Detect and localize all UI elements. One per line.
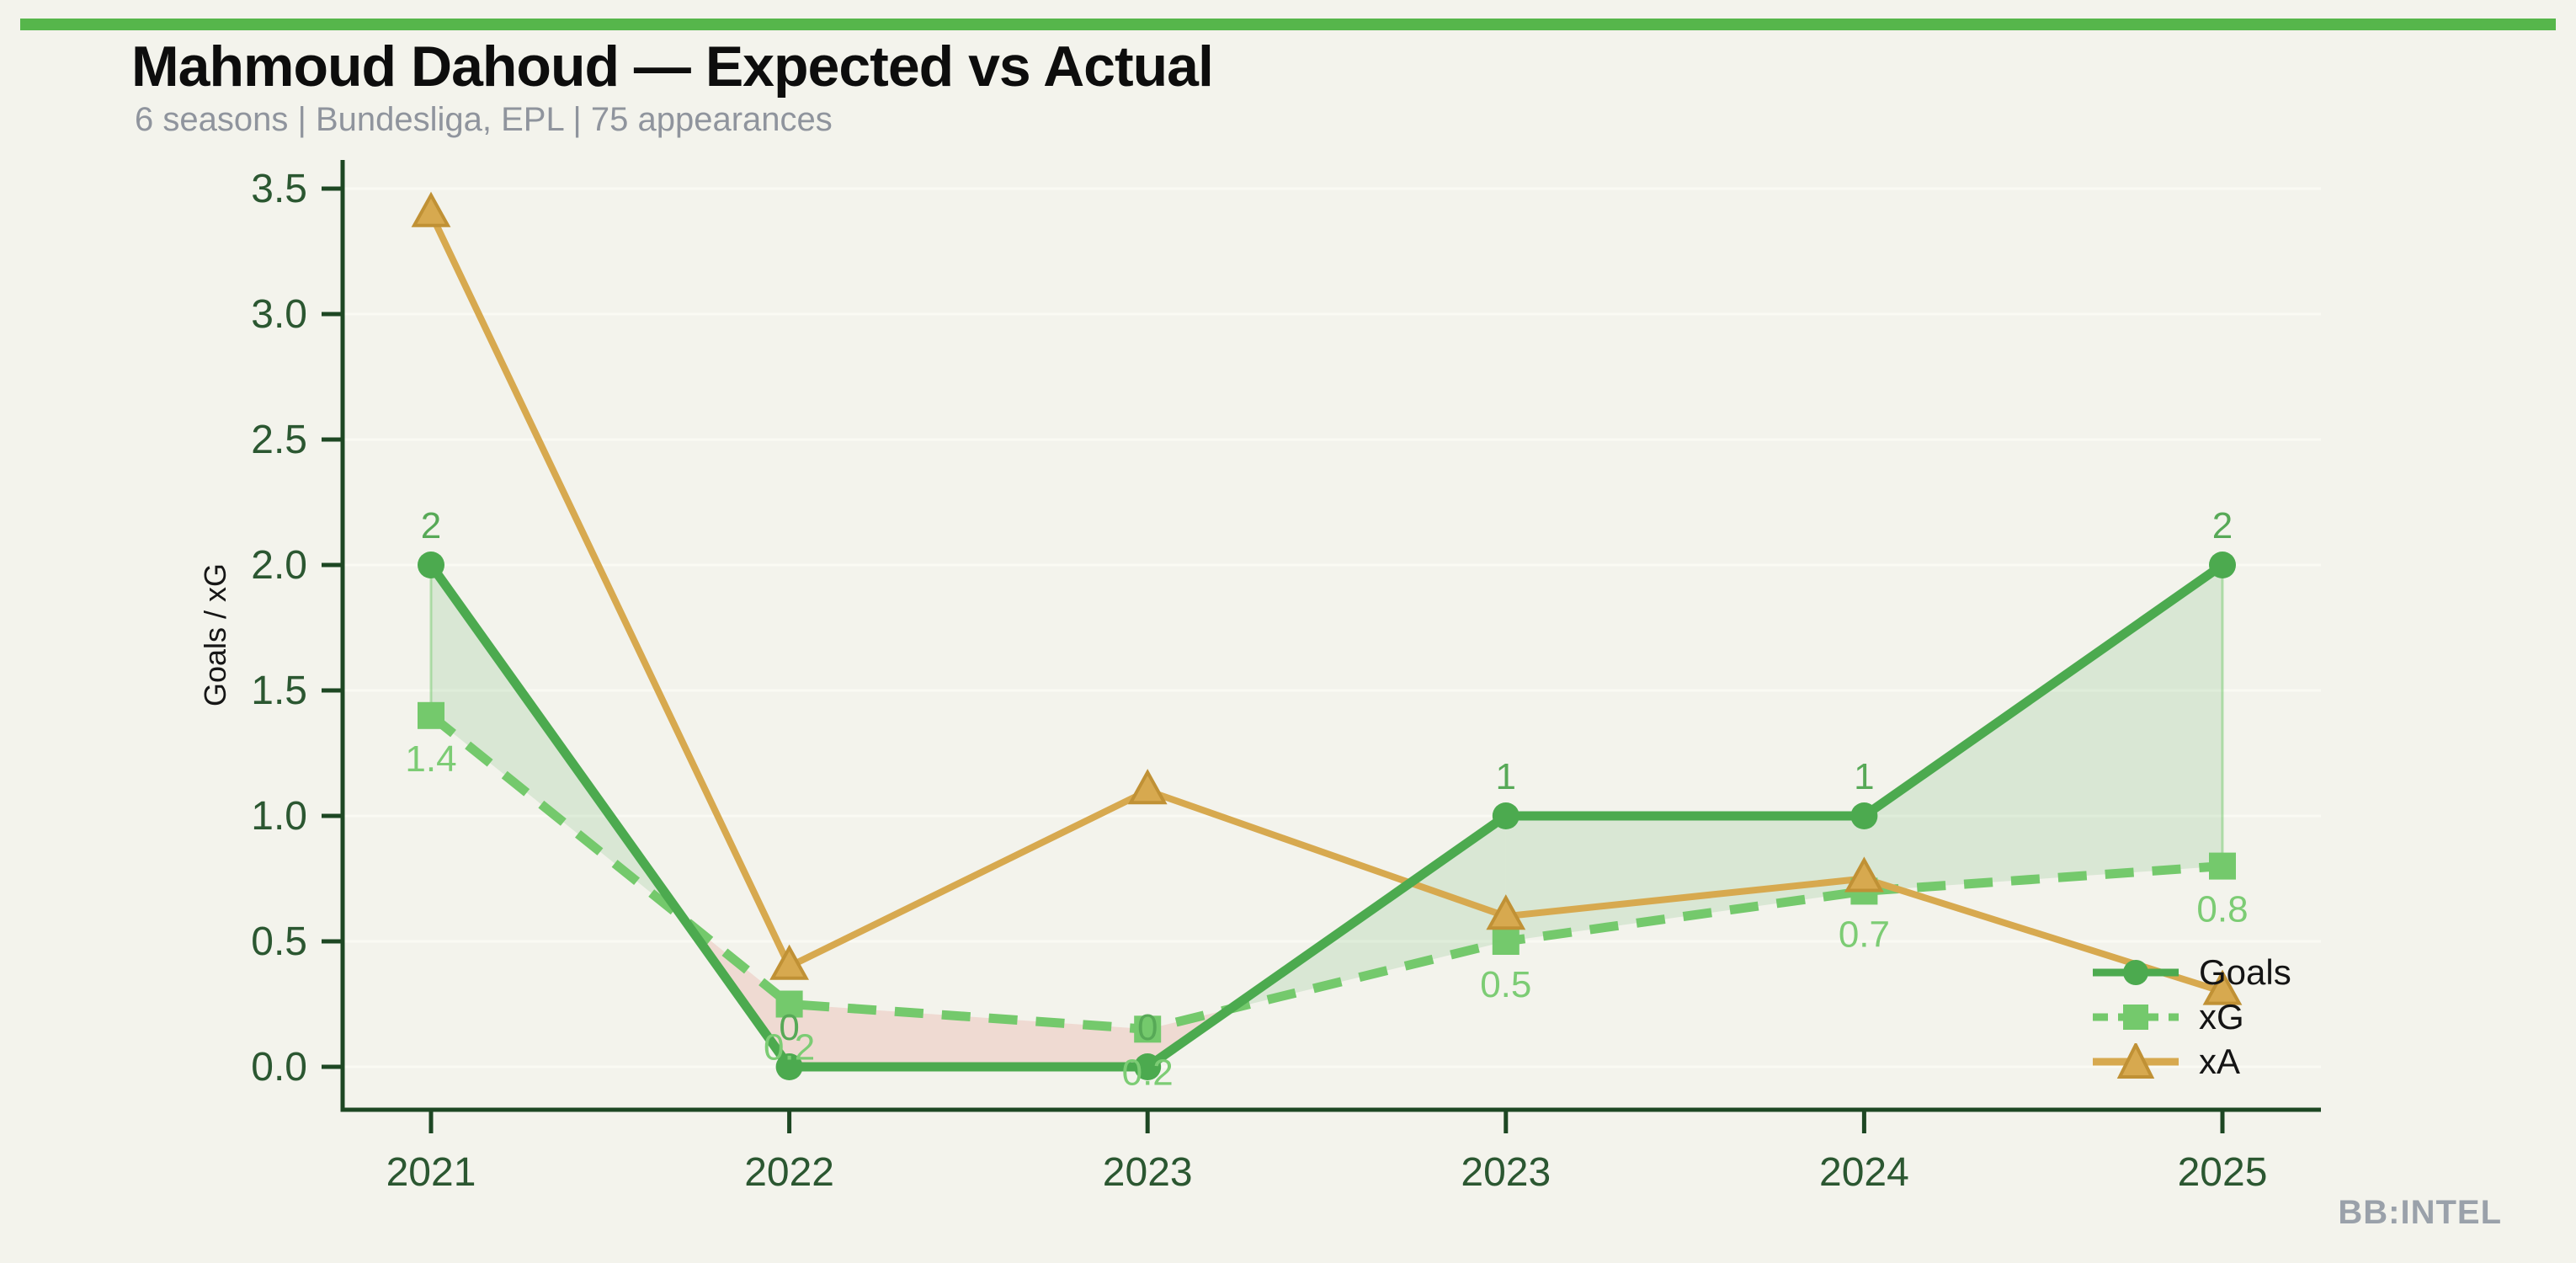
xg-point-label: 0.8 bbox=[2196, 889, 2248, 930]
x-tick-label: 2022 bbox=[744, 1150, 834, 1195]
goals-point-label: 1 bbox=[1854, 756, 1874, 797]
accent-bar bbox=[20, 19, 2556, 30]
xa-marker bbox=[769, 944, 809, 980]
chart-subtitle: 6 seasons | Bundesliga, EPL | 75 appeara… bbox=[135, 101, 833, 138]
xg-point-label: 0.2 bbox=[764, 1027, 815, 1068]
xg-marker bbox=[418, 701, 444, 729]
gridlines bbox=[343, 187, 2321, 1068]
goals-marker bbox=[2209, 552, 2236, 578]
goals-point-label: 2 bbox=[2212, 505, 2233, 546]
x-tick-label: 2024 bbox=[1819, 1150, 1909, 1195]
x-tick-label: 2023 bbox=[1103, 1150, 1193, 1195]
chart-title: Mahmoud Dahoud — Expected vs Actual bbox=[131, 35, 1214, 99]
axes-spines bbox=[340, 160, 2321, 1112]
goals-marker bbox=[418, 552, 444, 578]
xa-marker bbox=[1127, 769, 1168, 805]
y-tick-label: 3.0 bbox=[251, 292, 307, 337]
xa-marker bbox=[411, 191, 451, 227]
xa-marker bbox=[1486, 894, 1526, 930]
xg-marker bbox=[1134, 1015, 1162, 1043]
point-labels: 2 0 0 1 1 2 1.4 0.2 0.2 0.5 0.7 0.8 bbox=[405, 505, 2248, 1093]
xa-marker bbox=[2202, 969, 2243, 1005]
legend-item-xg: xG bbox=[2089, 994, 2291, 1039]
xg-point-label: 1.4 bbox=[405, 738, 456, 780]
goals-marker bbox=[1850, 802, 1878, 829]
y-tick-label: 2.5 bbox=[251, 418, 307, 462]
y-axis-title: Goals / xG bbox=[198, 563, 232, 706]
x-tick-label: 2025 bbox=[2178, 1150, 2268, 1195]
xg-line-icon bbox=[2093, 1004, 2179, 1030]
legend-label-xg: xG bbox=[2199, 996, 2244, 1037]
xg-point-label: 0.5 bbox=[1480, 964, 1531, 1005]
xg-marker bbox=[1492, 928, 1520, 955]
goals-point-label: 2 bbox=[421, 505, 441, 546]
y-tick-label: 2.0 bbox=[251, 543, 307, 588]
goals-point-label: 0 bbox=[779, 1007, 799, 1048]
xa-line bbox=[428, 212, 2224, 995]
legend: Goals xG xA bbox=[2089, 950, 2291, 1084]
y-tick-label: 1.5 bbox=[251, 669, 307, 713]
x-tick-label: 2023 bbox=[1461, 1150, 1551, 1195]
markers bbox=[411, 191, 2243, 1080]
y-tick-label: 1.0 bbox=[251, 794, 307, 839]
legend-label-goals: Goals bbox=[2199, 951, 2291, 992]
goals-line bbox=[427, 561, 2226, 1072]
goals-line-icon bbox=[2093, 959, 2179, 985]
xa-marker bbox=[1844, 856, 1884, 893]
x-tick-label: 2021 bbox=[386, 1150, 476, 1195]
xg-line bbox=[428, 711, 2223, 1034]
y-tick-label: 0.0 bbox=[251, 1045, 307, 1090]
goals-point-label: 0 bbox=[1137, 1007, 1158, 1048]
xg-marker bbox=[775, 990, 803, 1018]
watermark: BB:INTEL bbox=[2338, 1194, 2502, 1231]
y-tick-label: 0.5 bbox=[251, 919, 307, 964]
legend-item-xa: xA bbox=[2089, 1039, 2291, 1084]
xg-marker bbox=[2209, 852, 2236, 880]
y-tick-label: 3.5 bbox=[251, 167, 307, 211]
legend-item-goals: Goals bbox=[2089, 950, 2291, 994]
goals-point-label: 1 bbox=[1496, 756, 1516, 797]
xg-point-label: 0.2 bbox=[1122, 1052, 1174, 1093]
goals-marker bbox=[1134, 1053, 1162, 1080]
xg-point-label: 0.7 bbox=[1839, 914, 1890, 955]
goals-marker bbox=[1492, 802, 1520, 829]
goals-marker bbox=[775, 1053, 803, 1080]
xa-line-icon bbox=[2093, 1042, 2179, 1079]
legend-label-xa: xA bbox=[2199, 1041, 2241, 1081]
